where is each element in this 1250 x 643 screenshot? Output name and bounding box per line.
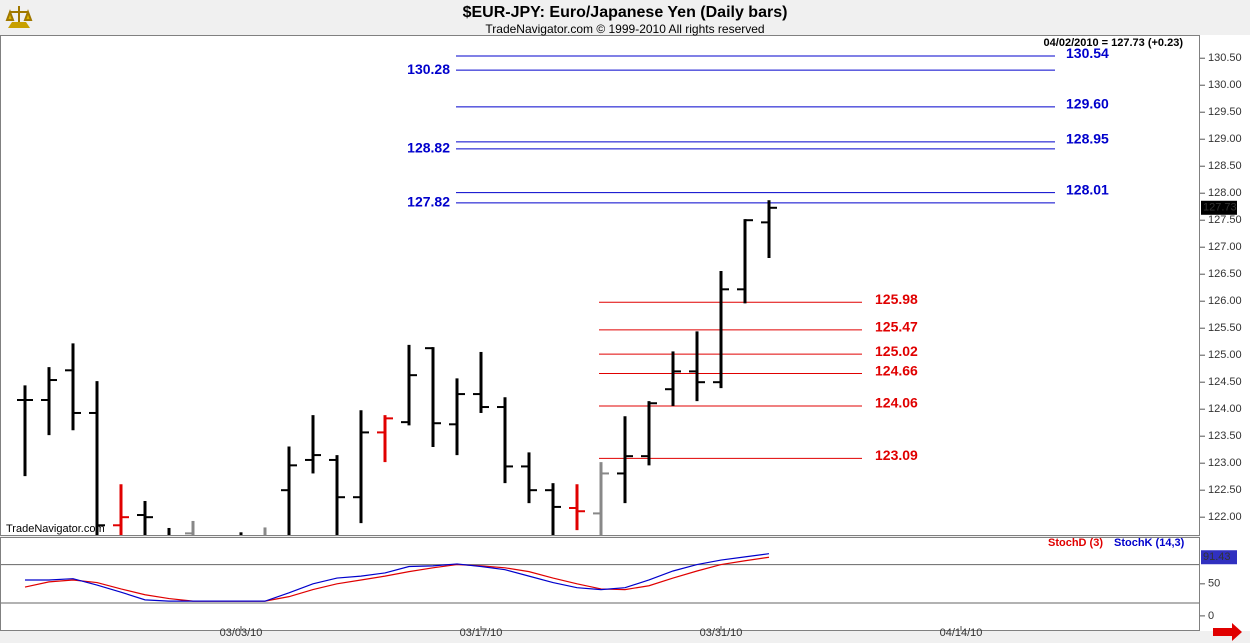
axes: 122.00 122.50 123.00 123.50 124.00 124.50 125.… xyxy=(220,52,1242,639)
price-plot xyxy=(17,55,1055,535)
x-tick-label: 03/17/10 xyxy=(460,627,503,639)
level-label: 128.82 xyxy=(407,140,450,156)
last-stoch-label: 91.43 xyxy=(1203,551,1231,563)
y-tick-label: 130.50 xyxy=(1208,52,1242,64)
level-label: 129.60 xyxy=(1066,96,1109,112)
y-tick-label: 126.00 xyxy=(1208,295,1242,307)
y-tick-label: 129.50 xyxy=(1208,106,1242,118)
legend-entry: StochK (14,3) xyxy=(1114,537,1185,549)
y-tick-label: 125.00 xyxy=(1208,349,1242,361)
y-tick-label: 123.00 xyxy=(1208,457,1242,469)
level-label: 128.01 xyxy=(1066,181,1109,197)
y-tick-label: 0 xyxy=(1208,610,1214,622)
level-label: 125.98 xyxy=(875,291,918,307)
y-tick-label: 122.50 xyxy=(1208,484,1242,496)
level-label: 130.54 xyxy=(1066,45,1109,61)
y-tick-label: 126.50 xyxy=(1208,268,1242,280)
stoch-line xyxy=(25,553,770,602)
x-tick-label: 03/31/10 xyxy=(700,627,743,639)
chart-subtitle: TradeNavigator.com © 1999-2010 All right… xyxy=(485,22,764,36)
y-tick-label: 50 xyxy=(1208,578,1220,590)
stoch-plot xyxy=(1,553,1199,604)
price-pane xyxy=(0,35,1200,536)
stoch-pane xyxy=(0,537,1200,631)
y-tick-label: 127.50 xyxy=(1208,214,1242,226)
x-tick-label: 03/03/10 xyxy=(220,627,263,639)
y-tick-label: 124.50 xyxy=(1208,376,1242,388)
y-tick-label: 123.50 xyxy=(1208,430,1242,442)
level-label: 123.09 xyxy=(875,447,918,463)
last-price-label: 127.73 xyxy=(1203,202,1237,214)
price-info: 04/02/2010 = 127.73 (+0.23) xyxy=(1044,37,1184,49)
y-tick-label: 129.00 xyxy=(1208,133,1242,145)
level-label: 127.82 xyxy=(407,194,450,210)
y-tick-label: 128.00 xyxy=(1208,187,1242,199)
last-stoch-box xyxy=(1201,550,1237,565)
level-label: 125.47 xyxy=(875,319,918,335)
watermark: TradeNavigator.com xyxy=(6,523,105,535)
y-tick-label: 127.00 xyxy=(1208,241,1242,253)
last-price-box xyxy=(1201,200,1237,215)
y-tick-label: 125.50 xyxy=(1208,322,1242,334)
level-label: 130.28 xyxy=(407,61,450,77)
level-label: 124.66 xyxy=(875,362,918,378)
logo-icon xyxy=(4,4,34,31)
level-label: 128.95 xyxy=(1066,131,1109,147)
legend-entry: StochD (3) xyxy=(1048,537,1103,549)
price-axis xyxy=(1200,35,1250,631)
level-label: 125.02 xyxy=(875,343,918,359)
stoch-line xyxy=(24,556,770,602)
chart-title: $EUR-JPY: Euro/Japanese Yen (Daily bars) xyxy=(463,4,788,21)
level-label: 124.06 xyxy=(875,395,918,411)
y-tick-label: 122.00 xyxy=(1208,511,1242,523)
x-tick-label: 04/14/10 xyxy=(940,627,983,639)
y-tick-label: 128.50 xyxy=(1208,160,1242,172)
y-tick-label: 124.00 xyxy=(1208,403,1242,415)
scroll-arrow[interactable] xyxy=(1213,623,1242,641)
y-tick-label: 130.00 xyxy=(1208,79,1242,91)
